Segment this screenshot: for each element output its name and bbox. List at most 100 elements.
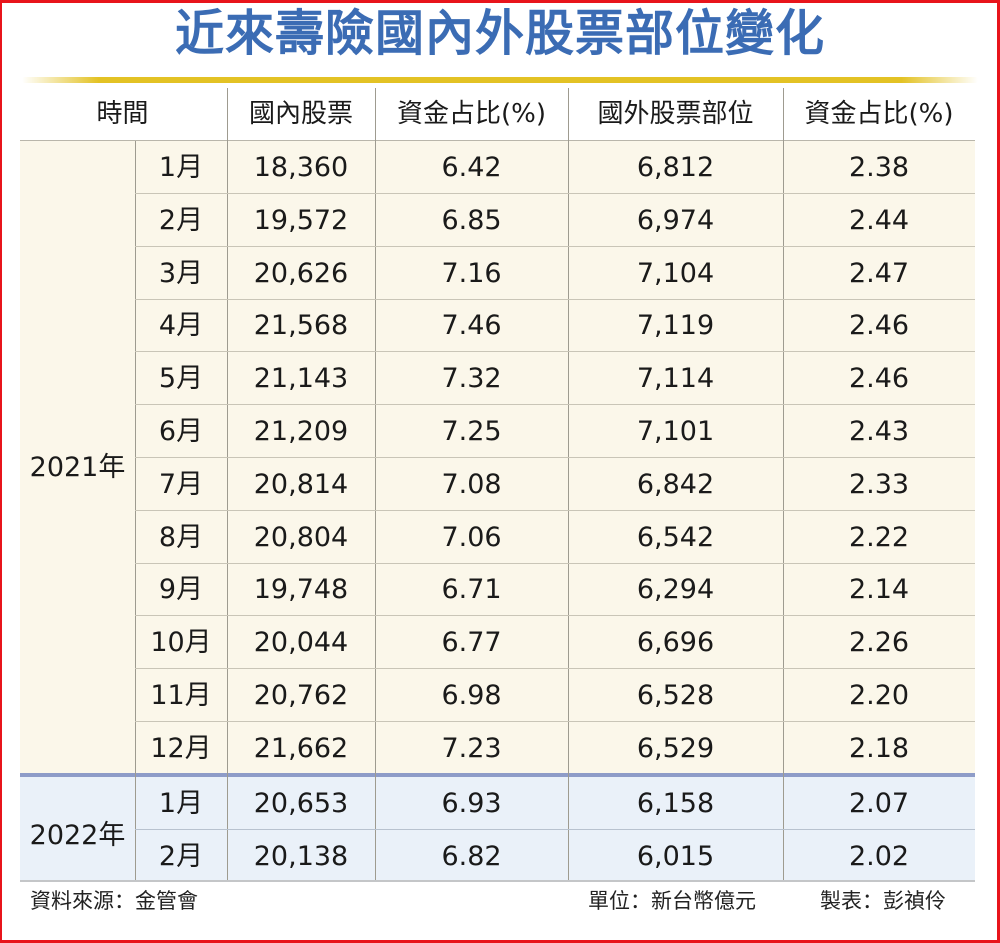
cell-foreign-stock: 6,015	[636, 840, 715, 872]
cell-foreign-stock: 6,696	[636, 627, 715, 659]
cell-foreign-stock: 6,158	[636, 788, 715, 819]
row-divider	[135, 245, 975, 247]
cell-domestic-stock: 18,360	[253, 152, 349, 183]
cell-month: 1月	[158, 152, 204, 183]
table-row: 11月 20,762 6.98 6,528 2.20	[135, 669, 975, 722]
cell-domestic-pct: 6.93	[441, 788, 502, 819]
cell-month: 4月	[158, 310, 204, 342]
cell-domestic-pct: 7.32	[441, 363, 502, 395]
year-label-2021: 2021年	[29, 452, 126, 483]
table-row: 5月 21,143 7.32 7,114 2.46	[135, 352, 975, 406]
footer-source: 資料來源：金管會	[30, 889, 198, 913]
cell-foreign-pct: 2.33	[848, 468, 910, 500]
table-row: 7月 20,814 7.08 6,842 2.33	[135, 458, 975, 511]
cell-foreign-stock: 6,842	[636, 468, 715, 500]
row-divider	[135, 721, 975, 722]
cell-month: 2月	[158, 840, 204, 872]
cell-domestic-stock: 20,044	[253, 627, 349, 659]
cell-month: 1月	[158, 788, 204, 819]
chart-title: 近來壽險國內外股票部位變化	[174, 5, 825, 62]
cell-foreign-stock: 6,812	[636, 152, 715, 183]
cell-foreign-stock: 7,119	[636, 310, 715, 342]
cell-foreign-pct: 2.46	[848, 310, 910, 342]
cell-domestic-pct: 7.16	[441, 257, 502, 289]
row-divider	[135, 298, 975, 300]
cell-month: 3月	[158, 257, 204, 289]
header-domestic-stock: 國內股票	[248, 99, 353, 129]
cell-domestic-stock: 20,814	[253, 468, 349, 500]
column-divider	[375, 88, 376, 880]
group-2022-background	[20, 777, 975, 880]
cell-foreign-stock: 6,542	[636, 521, 715, 553]
cell-foreign-pct: 2.46	[848, 363, 910, 395]
cell-domestic-stock: 21,662	[253, 732, 349, 764]
cell-month: 9月	[158, 574, 204, 606]
row-divider	[135, 615, 975, 617]
cell-domestic-pct: 7.25	[441, 416, 502, 447]
year-label-2022: 2022年	[29, 820, 126, 851]
cell-month: 11月	[150, 680, 212, 711]
title-accent-bar	[22, 77, 978, 83]
footer-unit: 單位：新台幣億元	[588, 889, 756, 913]
group-divider	[20, 773, 975, 777]
cell-month: 10月	[150, 627, 212, 659]
footer-credit: 製表：彭禎伶	[820, 889, 946, 913]
cell-domestic-stock: 19,748	[253, 574, 349, 606]
row-divider	[135, 668, 975, 670]
cell-foreign-stock: 7,104	[636, 257, 715, 289]
cell-domestic-stock: 21,568	[253, 310, 349, 342]
header-time: 時間	[96, 99, 149, 129]
cell-foreign-pct: 2.20	[848, 680, 910, 711]
cell-foreign-pct: 2.26	[848, 627, 910, 659]
cell-foreign-pct: 2.44	[848, 204, 910, 236]
table-row: 10月 20,044 6.77 6,696 2.26	[135, 616, 975, 670]
cell-foreign-stock: 6,294	[636, 574, 715, 606]
cell-domestic-pct: 7.46	[441, 310, 502, 342]
cell-domestic-pct: 6.77	[441, 627, 502, 659]
table-header: 時間 國內股票 資金占比(%) 國外股票部位 資金占比(%)	[20, 88, 975, 142]
cell-foreign-stock: 6,529	[636, 732, 715, 764]
cell-domestic-pct: 7.23	[441, 732, 502, 764]
cell-domestic-pct: 6.98	[441, 680, 502, 711]
cell-foreign-pct: 2.14	[848, 574, 910, 606]
column-divider	[568, 88, 569, 880]
row-divider	[135, 351, 975, 353]
cell-month: 2月	[158, 204, 204, 236]
table-row: 8月 20,804 7.06 6,542 2.22	[135, 511, 975, 564]
cell-foreign-pct: 2.07	[848, 788, 910, 819]
cell-domestic-pct: 6.42	[441, 152, 502, 183]
cell-domestic-stock: 19,572	[253, 204, 349, 236]
header-foreign-pct: 資金占比(%)	[804, 99, 954, 129]
row-divider	[135, 562, 975, 564]
cell-domestic-stock: 20,804	[253, 521, 349, 553]
cell-domestic-stock: 20,138	[253, 840, 349, 872]
cell-domestic-pct: 6.71	[441, 574, 502, 606]
row-divider	[135, 457, 975, 458]
cell-foreign-pct: 2.18	[848, 732, 910, 764]
cell-domestic-pct: 6.85	[441, 204, 502, 236]
cell-foreign-pct: 2.38	[848, 152, 910, 183]
cell-domestic-pct: 6.82	[441, 840, 502, 872]
cell-foreign-stock: 7,114	[636, 363, 715, 395]
cell-month: 7月	[158, 468, 204, 500]
column-divider	[227, 88, 228, 880]
table-row: 4月 21,568 7.46 7,119 2.46	[135, 299, 975, 353]
table-row: 2月 20,138 6.82 6,015 2.02	[135, 830, 975, 883]
cell-foreign-pct: 2.47	[848, 257, 910, 289]
cell-domestic-pct: 7.08	[441, 468, 502, 500]
row-divider	[135, 404, 975, 406]
cell-domestic-stock: 21,209	[253, 416, 349, 447]
cell-foreign-pct: 2.43	[848, 416, 910, 447]
row-divider	[135, 193, 975, 194]
table-row: 12月 21,662 7.23 6,529 2.18	[135, 722, 975, 775]
cell-month: 6月	[158, 416, 204, 447]
cell-foreign-pct: 2.02	[848, 840, 910, 872]
table-row: 6月 21,209 7.25 7,101 2.43	[135, 405, 975, 458]
column-divider	[783, 88, 784, 880]
cell-domestic-stock: 20,762	[253, 680, 349, 711]
header-foreign-stock: 國外股票部位	[597, 99, 754, 129]
cell-domestic-stock: 20,653	[253, 788, 349, 819]
table-row: 2月 19,572 6.85 6,974 2.44	[135, 194, 975, 247]
cell-month: 8月	[158, 521, 204, 553]
